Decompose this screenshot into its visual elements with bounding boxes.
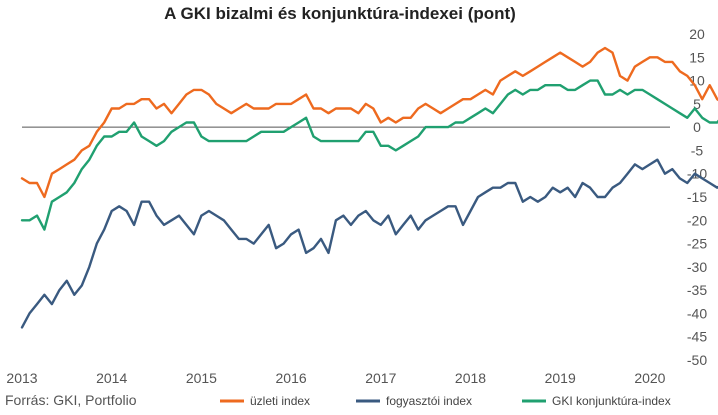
y-tick-label: -45 [687, 329, 707, 345]
y-tick-label: -30 [687, 259, 707, 275]
y-tick-label: -40 [687, 305, 707, 321]
x-tick-label: 2018 [455, 370, 486, 386]
y-tick-label: -15 [687, 189, 707, 205]
y-tick-label: 20 [689, 26, 705, 42]
x-tick-label: 2020 [634, 370, 665, 386]
x-tick-label: 2019 [545, 370, 576, 386]
y-tick-label: -5 [691, 142, 704, 158]
x-tick-label: 2017 [365, 370, 396, 386]
legend-label: GKI konjunktúra-index [552, 394, 671, 408]
y-tick-label: -20 [687, 212, 707, 228]
legend-label: üzleti index [250, 394, 310, 408]
series-line-1 [20, 158, 718, 329]
x-tick-label: 2013 [6, 370, 37, 386]
legend: üzleti index fogyasztói index GKI konjunkt… [220, 394, 671, 408]
source-note: Forrás: GKI, Portfolio [5, 392, 137, 408]
x-axis-ticks: 201320142015201620172018201920202021 [6, 370, 665, 386]
legend-label: fogyasztói index [386, 394, 472, 408]
series-line-2 [20, 79, 718, 231]
chart-title: A GKI bizalmi és konjunktúra-indexei (po… [164, 4, 516, 23]
y-tick-label: -25 [687, 236, 707, 252]
x-tick-label: 2014 [96, 370, 127, 386]
series-lines [20, 46, 718, 329]
series-line-0 [20, 46, 718, 199]
y-tick-label: 5 [693, 96, 701, 112]
x-tick-label: 2015 [186, 370, 217, 386]
x-tick-label: 2016 [276, 370, 307, 386]
y-tick-label: -35 [687, 282, 707, 298]
y-tick-label: 0 [693, 119, 701, 135]
y-tick-label: -50 [687, 352, 707, 368]
y-tick-label: 15 [689, 49, 705, 65]
